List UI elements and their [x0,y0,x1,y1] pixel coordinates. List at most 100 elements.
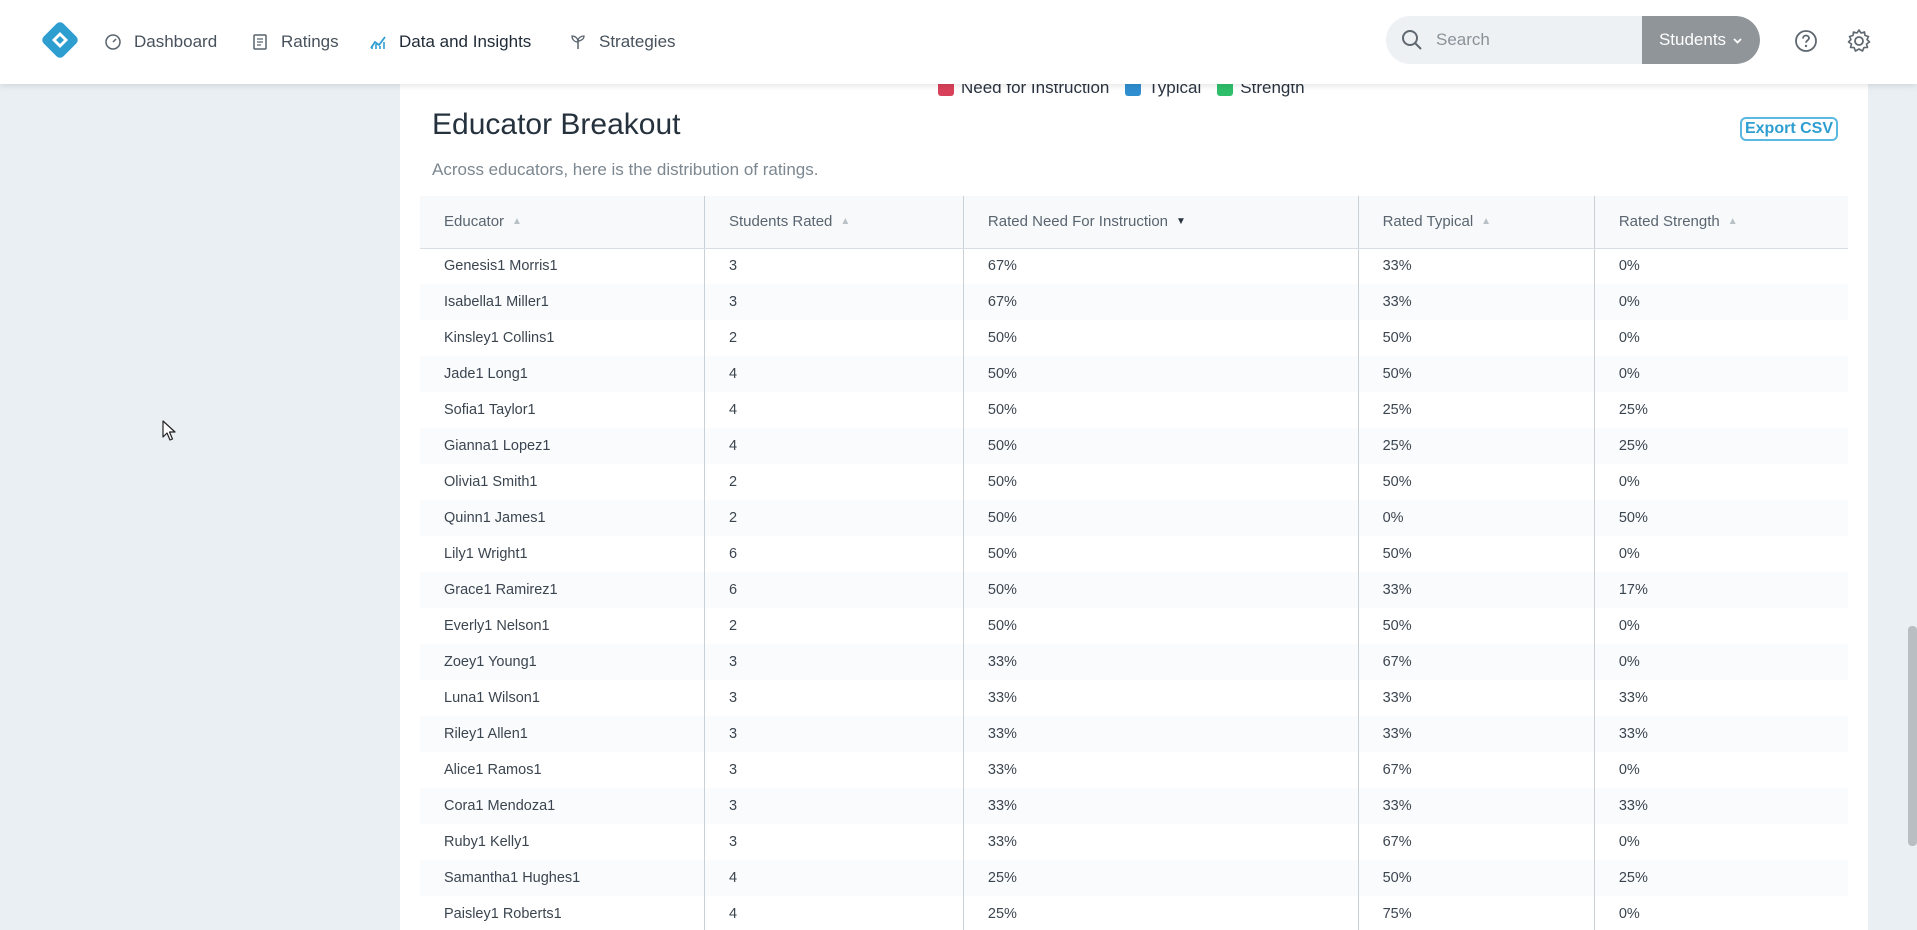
cell-educator: Gianna1 Lopez1 [420,428,705,464]
cell-rated-strength: 0% [1593,896,1848,930]
search-scope-dropdown[interactable]: Students [1642,16,1760,64]
cell-rated-strength: 0% [1593,356,1848,392]
cell-students-rated: 3 [703,716,964,752]
cell-educator: Kinsley1 Collins1 [420,320,705,356]
table-row: Kinsley1 Collins1 2 50% 50% 0% [420,320,1848,356]
section-title: Educator Breakout [432,108,681,141]
cell-educator: Zoey1 Young1 [420,644,705,680]
column-header-label: Rated Need For Instruction [987,213,1169,231]
cell-rated-strength: 17% [1593,572,1848,608]
column-header-educator[interactable]: Educator ▲ [420,196,705,249]
page-scrollbar[interactable] [1908,626,1917,846]
table-row: Cora1 Mendoza1 3 33% 33% 33% [420,788,1848,824]
column-header-rated-strength[interactable]: Rated Strength ▲ [1593,196,1848,249]
cell-rated-strength: 0% [1593,464,1848,500]
column-header-students-rated[interactable]: Students Rated ▲ [703,196,964,249]
cell-rated-typical: 75% [1357,896,1595,930]
cell-rated-strength: 33% [1593,680,1848,716]
table-header-row: Educator ▲ Students Rated ▲ Rated Need For… [420,196,1848,249]
nav-strategies-label: Strategies [599,32,676,51]
column-header-label: Rated Typical [1382,213,1474,231]
nav-strategies[interactable]: Strategies [569,28,676,56]
cell-rated-need: 67% [962,248,1359,284]
cell-students-rated: 3 [703,788,964,824]
chart-legend: Need for Instruction Typical Strength [938,84,1305,100]
cell-rated-strength: 0% [1593,320,1848,356]
table-row: Sofia1 Taylor1 4 50% 25% 25% [420,392,1848,428]
nav-dashboard[interactable]: Dashboard [104,28,217,56]
help-icon[interactable] [1794,29,1818,53]
cell-rated-typical: 33% [1357,788,1595,824]
cell-educator: Everly1 Nelson1 [420,608,705,644]
cell-rated-need: 33% [962,752,1359,788]
cell-rated-typical: 50% [1357,320,1595,356]
cell-rated-typical: 33% [1357,716,1595,752]
cell-rated-typical: 33% [1357,680,1595,716]
cell-students-rated: 2 [703,464,964,500]
cell-students-rated: 6 [703,536,964,572]
table-row: Genesis1 Morris1 3 67% 33% 0% [420,248,1848,284]
legend-swatch-strength [1217,84,1234,96]
cell-students-rated: 4 [703,896,964,930]
cell-rated-need: 50% [962,608,1359,644]
cell-rated-need: 33% [962,716,1359,752]
table-row: Isabella1 Miller1 3 67% 33% 0% [420,284,1848,320]
nav-data-and-insights-label: Data and Insights [399,32,532,51]
legend-swatch-need [938,84,954,96]
cell-rated-need: 33% [962,680,1359,716]
table-row: Jade1 Long1 4 50% 50% 0% [420,356,1848,392]
cell-students-rated: 2 [703,320,964,356]
cell-educator: Quinn1 James1 [420,500,705,536]
table-row: Gianna1 Lopez1 4 50% 25% 25% [420,428,1848,464]
cell-students-rated: 6 [703,572,964,608]
cell-educator: Samantha1 Hughes1 [420,860,705,896]
nav-ratings-label: Ratings [281,32,339,51]
cell-rated-need: 50% [962,500,1359,536]
cell-rated-typical: 33% [1357,572,1595,608]
cell-rated-typical: 50% [1357,356,1595,392]
cell-rated-typical: 0% [1357,500,1595,536]
dashboard-gauge-icon [105,34,121,50]
column-header-rated-need[interactable]: Rated Need For Instruction ▼ [962,196,1359,249]
cell-rated-need: 50% [962,320,1359,356]
export-csv-button[interactable]: Export CSV [1740,117,1838,141]
cell-educator: Cora1 Mendoza1 [420,788,705,824]
nav-data-and-insights[interactable]: Data and Insights [369,28,531,56]
cell-rated-strength: 50% [1593,500,1848,536]
table-row: Riley1 Allen1 3 33% 33% 33% [420,716,1848,752]
table-row: Everly1 Nelson1 2 50% 50% 0% [420,608,1848,644]
cell-rated-need: 67% [962,284,1359,320]
cell-rated-strength: 25% [1593,428,1848,464]
cell-educator: Jade1 Long1 [420,356,705,392]
table-row: Alice1 Ramos1 3 33% 67% 0% [420,752,1848,788]
table-row: Samantha1 Hughes1 4 25% 50% 25% [420,860,1848,896]
legend-label-strength: Strength [1240,84,1305,97]
search-scope-label: Students [1658,30,1727,49]
cell-rated-typical: 67% [1357,752,1595,788]
search-input[interactable] [1436,16,1626,64]
search-icon [1402,30,1422,50]
ratings-list-icon [253,34,267,50]
column-header-label: Students Rated [728,213,833,231]
gear-icon[interactable] [1846,28,1872,54]
cell-rated-need: 33% [962,824,1359,860]
column-header-label: Educator [444,213,505,231]
nav-ratings[interactable]: Ratings [251,28,339,56]
cell-students-rated: 2 [703,500,964,536]
table-row: Ruby1 Kelly1 3 33% 67% 0% [420,824,1848,860]
cell-rated-typical: 67% [1357,644,1595,680]
app-logo-icon[interactable] [38,18,82,62]
cell-rated-need: 33% [962,788,1359,824]
sort-up-icon: ▲ [1481,216,1492,228]
cell-rated-typical: 33% [1357,284,1595,320]
table-row: Quinn1 James1 2 50% 0% 50% [420,500,1848,536]
table-row: Grace1 Ramirez1 6 50% 33% 17% [420,572,1848,608]
cell-rated-strength: 0% [1593,644,1848,680]
nav-dashboard-label: Dashboard [134,32,218,51]
cell-students-rated: 2 [703,608,964,644]
table-row: Olivia1 Smith1 2 50% 50% 0% [420,464,1848,500]
table-row: Luna1 Wilson1 3 33% 33% 33% [420,680,1848,716]
column-header-rated-typical[interactable]: Rated Typical ▲ [1357,196,1595,249]
cell-students-rated: 3 [703,644,964,680]
cell-educator: Riley1 Allen1 [420,716,705,752]
